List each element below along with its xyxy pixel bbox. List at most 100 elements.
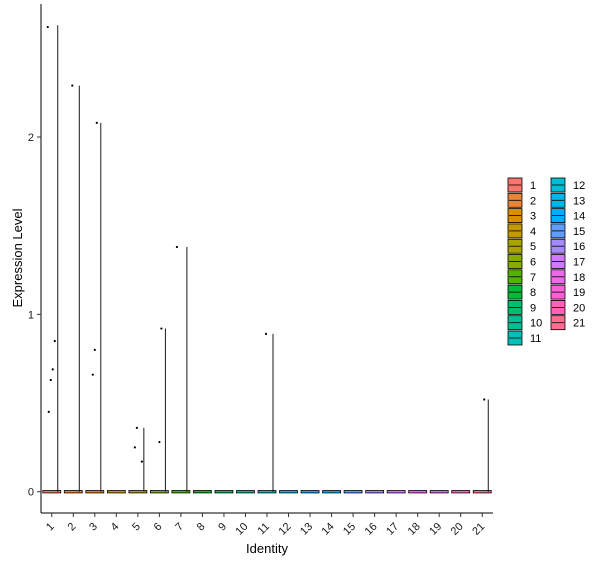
legend-item: 4 bbox=[507, 223, 536, 239]
legend-label: 17 bbox=[573, 257, 585, 269]
legend-label: 5 bbox=[530, 241, 536, 253]
legend-label: 9 bbox=[530, 302, 536, 314]
data-point bbox=[160, 327, 163, 330]
violin-group bbox=[322, 490, 341, 494]
data-point bbox=[91, 373, 94, 376]
data-point bbox=[140, 460, 143, 463]
legend-item: 14 bbox=[550, 208, 585, 224]
data-point bbox=[47, 410, 50, 414]
x-tick-label: 15 bbox=[341, 521, 358, 538]
legend-item: 6 bbox=[507, 254, 536, 269]
violin-group bbox=[257, 332, 277, 494]
violin-body bbox=[257, 490, 277, 494]
legend-item: 18 bbox=[550, 269, 585, 285]
violin-body bbox=[42, 490, 62, 494]
data-point bbox=[93, 348, 96, 351]
x-axis-title: Identity bbox=[246, 541, 288, 556]
violin-body bbox=[322, 490, 341, 494]
legend-item: 3 bbox=[507, 208, 536, 224]
violin-body bbox=[343, 490, 363, 494]
data-point bbox=[483, 398, 486, 401]
legend-item: 21 bbox=[550, 315, 585, 331]
violin-body bbox=[472, 490, 492, 494]
legend-item: 19 bbox=[550, 284, 585, 300]
legend-item: 12 bbox=[550, 177, 585, 193]
data-point bbox=[158, 440, 161, 444]
data-point bbox=[175, 245, 179, 249]
x-axis: 1 2 3 4 5 6 7 8 9 10 11 12 13 14 15 16 17 18 19 20 21 bbox=[41, 512, 493, 538]
legend-item: 15 bbox=[550, 223, 585, 239]
y-axis: 0 1 2 bbox=[28, 4, 42, 513]
x-tick-label: 12 bbox=[276, 521, 293, 538]
data-point bbox=[95, 121, 98, 124]
violin-group bbox=[193, 490, 212, 494]
violin-group bbox=[63, 84, 83, 494]
violin-group bbox=[343, 490, 363, 494]
violin-body bbox=[171, 490, 191, 494]
legend-label: 21 bbox=[573, 318, 585, 330]
x-tick-label: 10 bbox=[233, 521, 250, 538]
violin-body bbox=[193, 490, 212, 494]
data-point bbox=[71, 84, 74, 87]
x-tick-label: 5 bbox=[130, 521, 143, 534]
x-tick-label: 20 bbox=[449, 521, 466, 538]
x-tick-label: 6 bbox=[152, 521, 165, 534]
x-tick-label: 4 bbox=[109, 521, 122, 534]
violin-body bbox=[300, 490, 320, 494]
legend-label: 12 bbox=[573, 180, 585, 192]
legend-label: 7 bbox=[530, 272, 536, 284]
x-tick-label: 3 bbox=[87, 521, 100, 534]
violin-body bbox=[451, 490, 471, 494]
violin-group bbox=[214, 490, 234, 494]
legend-label: 19 bbox=[573, 287, 585, 299]
legend-label: 10 bbox=[530, 318, 542, 330]
legend-label: 6 bbox=[530, 257, 536, 269]
legend-item: 20 bbox=[550, 299, 585, 315]
legend-item: 5 bbox=[507, 238, 536, 254]
violin-body bbox=[386, 490, 406, 494]
data-point bbox=[53, 339, 56, 343]
data-point bbox=[51, 368, 54, 371]
legend-label: 3 bbox=[530, 211, 536, 223]
violin-body bbox=[214, 490, 234, 494]
violin-body bbox=[85, 490, 105, 494]
violin-group bbox=[106, 490, 126, 494]
x-tick-label: 19 bbox=[427, 521, 444, 538]
violin-group bbox=[149, 327, 169, 494]
violin-group bbox=[451, 490, 471, 494]
violin-body bbox=[63, 490, 83, 494]
legend-item: 17 bbox=[550, 254, 585, 269]
violin-group bbox=[365, 490, 385, 494]
legend-item: 16 bbox=[550, 238, 585, 254]
violin-body bbox=[429, 490, 449, 494]
x-tick-label: 18 bbox=[406, 521, 423, 538]
violin-body bbox=[149, 490, 169, 494]
x-tick-label: 2 bbox=[66, 521, 79, 534]
violin-body bbox=[236, 490, 255, 494]
legend-label: 8 bbox=[530, 287, 536, 299]
legend-item: 11 bbox=[507, 330, 541, 346]
x-tick-label: 9 bbox=[216, 521, 229, 534]
legend-label: 18 bbox=[573, 272, 585, 284]
legend-label: 13 bbox=[573, 195, 585, 207]
y-axis-title: Expression Level bbox=[10, 208, 25, 307]
violin-group bbox=[386, 490, 406, 494]
violin-group bbox=[171, 245, 191, 494]
legend-item: 7 bbox=[507, 269, 536, 285]
legend-item: 13 bbox=[550, 192, 585, 208]
violin-group bbox=[429, 490, 449, 494]
x-tick-label: 13 bbox=[298, 521, 315, 538]
legend-label: 14 bbox=[573, 211, 585, 223]
data-point bbox=[46, 25, 49, 29]
y-tick-label: 1 bbox=[28, 309, 34, 321]
data-point bbox=[135, 426, 138, 429]
legend-label: 2 bbox=[530, 195, 536, 207]
legend-label: 4 bbox=[530, 226, 536, 238]
violin-group bbox=[408, 490, 428, 494]
legend-item: 9 bbox=[507, 299, 536, 315]
x-tick-label: 8 bbox=[195, 521, 208, 534]
legend-item: 2 bbox=[507, 192, 536, 208]
violin-group bbox=[85, 121, 105, 494]
legend-item: 1 bbox=[507, 177, 536, 193]
